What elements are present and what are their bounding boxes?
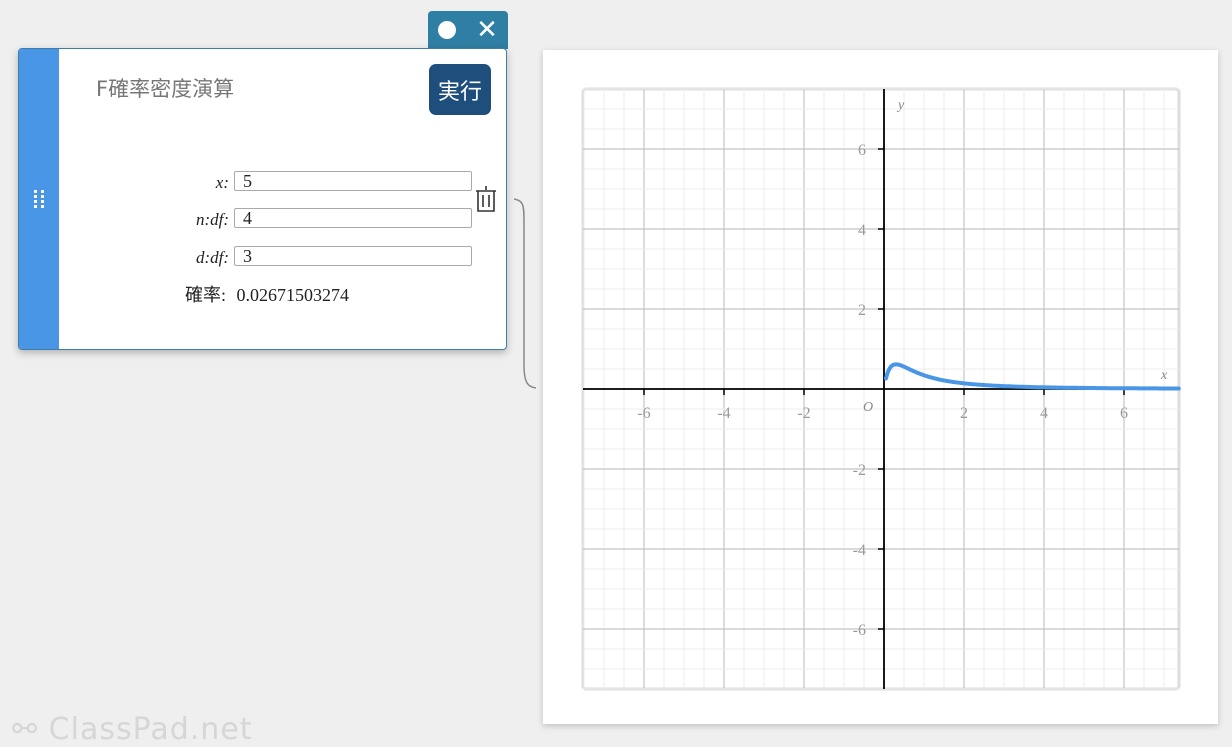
- y-tick-label: 4: [858, 222, 866, 239]
- x-tick-label: 6: [1120, 405, 1128, 422]
- f-density-panel: F確率密度演算 実行 x: 5 n:df: 4 d:df: 3 確率: 0.02…: [18, 48, 507, 350]
- origin-label: O: [863, 400, 873, 415]
- y-axis-label: y: [896, 98, 905, 113]
- y-tick-label: -2: [853, 462, 866, 479]
- graph-plot[interactable]: -6 -4 -2 2 4 6 6 4 2 -2 -4 -6 y x O: [581, 87, 1181, 691]
- graph-window: -6 -4 -2 2 4 6 6 4 2 -2 -4 -6 y x O: [543, 50, 1218, 724]
- record-icon[interactable]: [438, 21, 457, 39]
- panel-title: F確率密度演算: [96, 77, 235, 101]
- x-tick-label: -4: [717, 405, 730, 422]
- y-tick-label: -4: [853, 542, 866, 559]
- n-df-input[interactable]: 4: [234, 208, 472, 228]
- grip-icon: [33, 190, 45, 208]
- field-d-df: d:df: 3: [19, 246, 472, 268]
- result: 確率: 0.02671503274: [185, 281, 349, 307]
- x-tick-label: -6: [637, 405, 650, 422]
- x-axis-label: x: [1160, 368, 1168, 383]
- classpad-logo: ⚯ ClassPad.net: [12, 712, 253, 747]
- close-icon[interactable]: ✕: [476, 15, 498, 45]
- x-input[interactable]: 5: [234, 171, 472, 191]
- y-tick-label: 6: [858, 142, 866, 159]
- f-density-curve: [884, 362, 1181, 391]
- y-tick-label: 2: [858, 302, 866, 319]
- run-button[interactable]: 実行: [429, 64, 491, 115]
- field-label: n:df:: [195, 210, 229, 229]
- result-label: 確率:: [185, 285, 227, 305]
- field-x: x: 5: [19, 171, 472, 193]
- result-value: 0.02671503274: [236, 285, 350, 305]
- x-tick-label: 4: [1040, 405, 1048, 422]
- field-label: x:: [215, 173, 229, 192]
- trash-icon[interactable]: [475, 185, 497, 213]
- y-tick-label: -6: [853, 622, 866, 639]
- panel-connector: [513, 198, 537, 389]
- window-controls: ✕: [428, 11, 508, 49]
- field-label: d:df:: [195, 248, 229, 267]
- x-tick-label: 2: [960, 405, 968, 422]
- field-n-df: n:df: 4: [19, 208, 472, 230]
- x-tick-label: -2: [797, 405, 810, 422]
- d-df-input[interactable]: 3: [234, 246, 472, 266]
- drag-handle[interactable]: [19, 49, 59, 349]
